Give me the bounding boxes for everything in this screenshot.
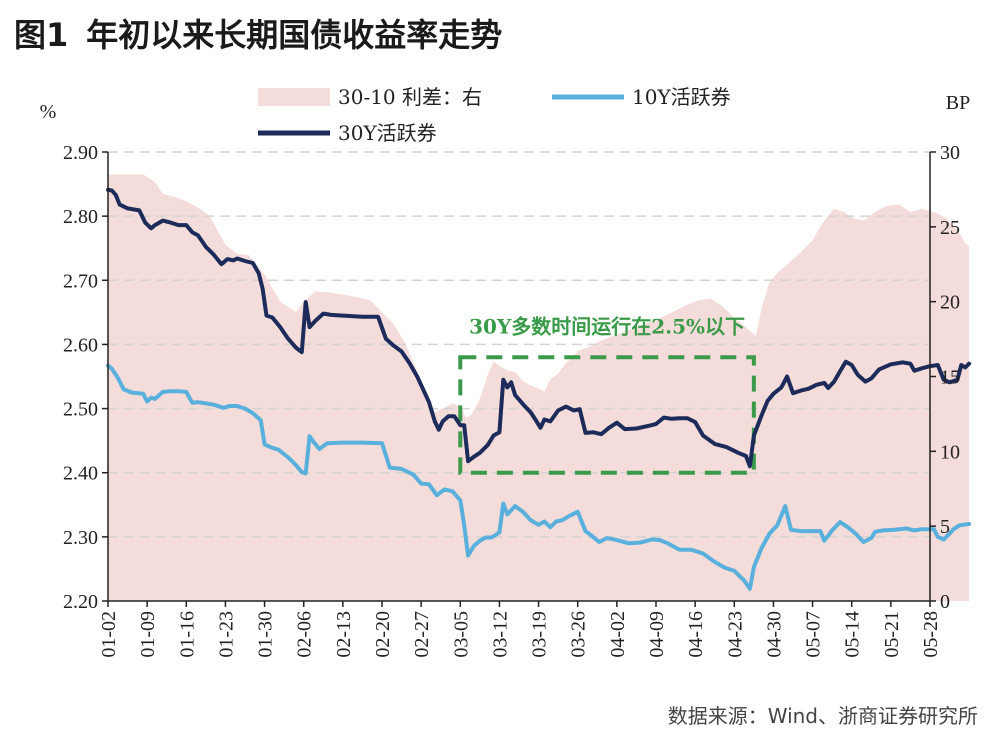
right-tick-label: 5 <box>940 516 950 538</box>
annotation-layer: 30Y多数时间运行在2.5%以下 <box>458 314 756 475</box>
x-tick-label: 05-14 <box>842 611 864 658</box>
series-area-spread <box>108 174 970 601</box>
x-tick-label: 01-02 <box>98 611 120 658</box>
x-tick-label: 03-05 <box>450 611 472 658</box>
annotation-box <box>458 355 756 475</box>
x-tick-label: 04-23 <box>724 611 746 658</box>
legend-label-30y: 30Y活跃券 <box>338 121 437 145</box>
annotation-label: 30Y多数时间运行在2.5%以下 <box>469 314 745 338</box>
x-tick-label: 05-07 <box>803 611 825 658</box>
x-tick-label: 02-27 <box>411 611 433 658</box>
spread-area-layer <box>108 174 970 601</box>
right-tick-label: 25 <box>940 217 960 239</box>
x-tick-label: 04-02 <box>607 611 629 658</box>
series-line-10y <box>106 363 972 591</box>
x-tick-label: 02-20 <box>372 611 394 658</box>
figure-title: 年初以来长期国债收益率走势 <box>86 16 503 54</box>
right-tick-label: 20 <box>940 292 960 314</box>
x-tick-label: 03-26 <box>568 611 590 658</box>
x-tick-label: 04-30 <box>763 611 785 658</box>
left-unit-label: % <box>40 101 57 123</box>
legend-label-spread: 30-10 利差：右 <box>338 85 482 109</box>
left-tick-label: 2.40 <box>63 463 98 485</box>
left-tick-label: 2.90 <box>63 142 98 164</box>
x-tick-label: 01-16 <box>176 611 198 658</box>
x-tick-label: 01-23 <box>215 611 237 658</box>
left-tick-label: 2.70 <box>63 270 98 292</box>
x-tick-label: 01-09 <box>137 611 159 658</box>
figure-number: 图1 <box>14 16 69 54</box>
left-tick-label: 2.50 <box>63 399 98 421</box>
x-tick-label: 02-13 <box>333 611 355 658</box>
x-tick-label: 05-28 <box>920 611 942 658</box>
x-tick-label: 03-19 <box>529 611 551 658</box>
right-unit-label: BP <box>946 92 970 114</box>
left-tick-label: 2.20 <box>63 591 98 613</box>
x-tick-label: 03-12 <box>489 611 511 658</box>
x-tick-label: 05-21 <box>881 611 903 658</box>
legend-label-10y: 10Y活跃券 <box>632 85 731 109</box>
axes: 2.90 2.80 2.70 2.60 2.50 2.40 2.30 2.20 30 25 20 15… <box>40 92 971 658</box>
right-tick-label: 0 <box>940 591 950 613</box>
left-tick-label: 2.80 <box>63 206 98 228</box>
x-tick-label: 04-09 <box>646 611 668 658</box>
x-tick-label: 02-06 <box>294 611 316 658</box>
legend-swatch-spread <box>258 88 330 106</box>
legend: 30-10 利差：右 10Y活跃券 30Y活跃券 <box>258 85 731 145</box>
right-tick-label: 15 <box>940 367 960 389</box>
line-layer <box>106 187 972 591</box>
left-tick-label: 2.60 <box>63 334 98 356</box>
right-tick-label: 10 <box>940 441 960 463</box>
source-note: 数据来源：Wind、浙商证券研究所 <box>667 704 978 728</box>
x-tick-label: 01-30 <box>255 611 277 658</box>
left-tick-label: 2.30 <box>63 527 98 549</box>
right-tick-label: 30 <box>940 142 960 164</box>
series-line-30y <box>106 187 972 469</box>
x-tick-label: 04-16 <box>685 611 707 658</box>
chart-title: 图1 年初以来长期国债收益率走势 <box>14 10 502 56</box>
